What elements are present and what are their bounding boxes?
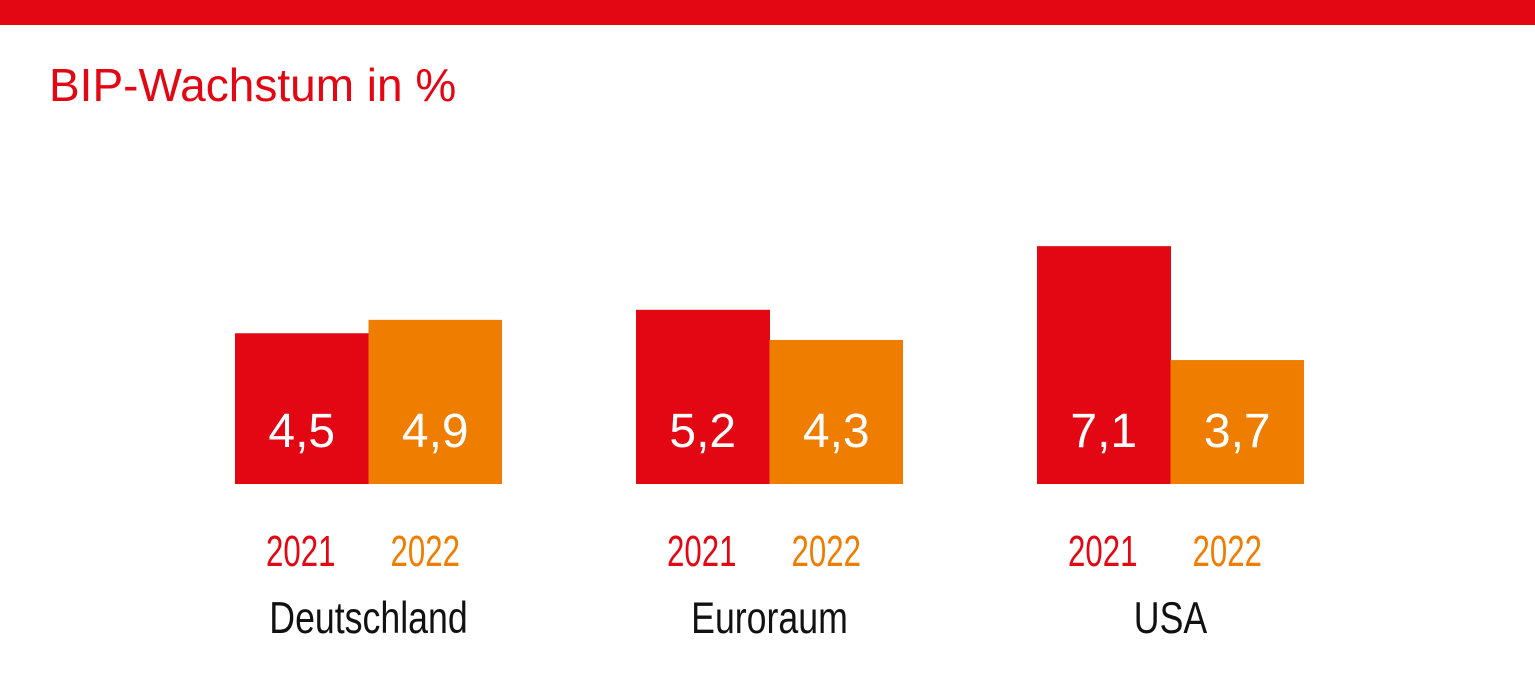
bar-usa-2021 <box>1037 246 1171 484</box>
bar-deutschland-2021 <box>235 333 369 484</box>
data-label: 3,7 <box>1204 405 1271 458</box>
year-label: 2022 <box>1193 527 1262 577</box>
year-label: 2021 <box>266 527 335 577</box>
data-label: 4,5 <box>268 405 335 458</box>
bar-usa-2022 <box>1170 360 1304 484</box>
year-label: 2021 <box>1068 527 1137 577</box>
chart-title: BIP-Wachstum in % <box>49 59 457 111</box>
top-accent-bar <box>0 0 1535 25</box>
data-label: 7,1 <box>1070 405 1137 458</box>
bar-euroraum-2021 <box>636 309 770 484</box>
data-label: 4,9 <box>402 405 469 458</box>
category-label: Deutschland <box>269 593 467 642</box>
year-label: 2022 <box>792 527 861 577</box>
category-label: Euroraum <box>691 593 848 642</box>
category-label: USA <box>1134 593 1208 642</box>
year-label: 2021 <box>667 527 736 577</box>
year-label: 2022 <box>391 527 460 577</box>
bar-deutschland-2022 <box>368 319 502 484</box>
data-label: 5,2 <box>669 405 736 458</box>
data-label: 4,3 <box>803 405 870 458</box>
bar-euroraum-2022 <box>769 339 903 484</box>
